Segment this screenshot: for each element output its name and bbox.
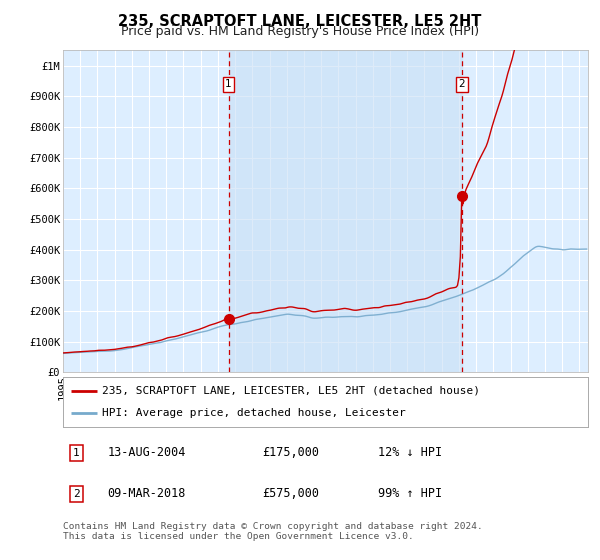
- Text: 2: 2: [73, 489, 79, 499]
- Text: 1: 1: [225, 79, 232, 89]
- Text: 12% ↓ HPI: 12% ↓ HPI: [378, 446, 442, 459]
- Text: £575,000: £575,000: [263, 487, 320, 500]
- Text: 2: 2: [459, 79, 466, 89]
- Text: 235, SCRAPTOFT LANE, LEICESTER, LE5 2HT: 235, SCRAPTOFT LANE, LEICESTER, LE5 2HT: [118, 14, 482, 29]
- Text: 13-AUG-2004: 13-AUG-2004: [107, 446, 186, 459]
- Text: Price paid vs. HM Land Registry's House Price Index (HPI): Price paid vs. HM Land Registry's House …: [121, 25, 479, 38]
- Text: 09-MAR-2018: 09-MAR-2018: [107, 487, 186, 500]
- Text: 1: 1: [73, 448, 79, 458]
- Text: 235, SCRAPTOFT LANE, LEICESTER, LE5 2HT (detached house): 235, SCRAPTOFT LANE, LEICESTER, LE5 2HT …: [103, 386, 481, 396]
- Text: £175,000: £175,000: [263, 446, 320, 459]
- Text: HPI: Average price, detached house, Leicester: HPI: Average price, detached house, Leic…: [103, 408, 406, 418]
- Bar: [229, 50, 462, 372]
- Text: 99% ↑ HPI: 99% ↑ HPI: [378, 487, 442, 500]
- Text: Contains HM Land Registry data © Crown copyright and database right 2024.
This d: Contains HM Land Registry data © Crown c…: [63, 522, 483, 542]
